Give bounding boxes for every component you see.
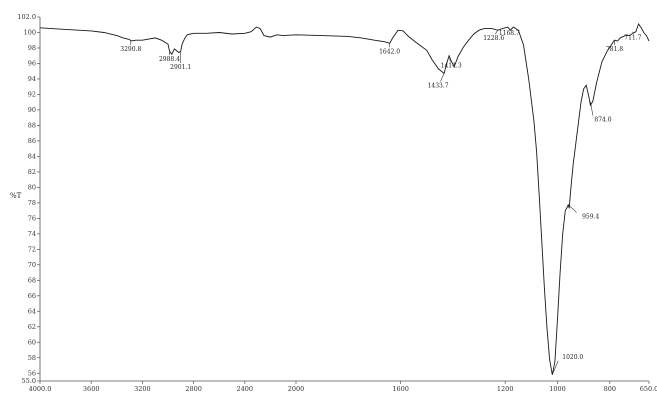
y-tick-label: 60 xyxy=(28,338,36,346)
peak-label: 2901.1 xyxy=(170,64,191,71)
y-tick-label: 68 xyxy=(28,277,36,285)
y-tick-label: 76 xyxy=(28,215,36,223)
peak-leader-line xyxy=(590,101,594,116)
peak-label: 1228.6 xyxy=(483,35,504,42)
peak-leader-line xyxy=(567,204,577,213)
y-tick-label: 102.0 xyxy=(17,13,36,21)
y-tick-label: 55.0 xyxy=(22,377,36,385)
x-tick-group: 4000.0 3600 3200 2800 2400 2000 1600 1200 1000 80… xyxy=(29,381,657,393)
y-tick-label: 98 xyxy=(28,44,36,52)
peak-leader-line xyxy=(510,26,514,30)
peak-label: 2988.4 xyxy=(159,56,180,63)
x-tick-label: 800 xyxy=(604,385,616,393)
peak-label: 3290.8 xyxy=(120,46,141,53)
y-tick-label: 92 xyxy=(28,91,36,99)
y-tick-label: 96 xyxy=(28,60,36,68)
y-tick-label: 66 xyxy=(28,292,36,300)
y-tick-label: 74 xyxy=(28,230,36,238)
y-tick-group: 102.0 100 98 96 94 92 90 88 86 84 82 80 78 76 74 72 70 68… xyxy=(17,13,40,385)
x-tick-label: 2800 xyxy=(185,385,202,393)
x-axis: 4000.0 3600 3200 2800 2400 2000 1600 1200 1000 80… xyxy=(29,380,657,393)
x-tick-label: 1000 xyxy=(549,385,566,393)
y-tick-label: 90 xyxy=(28,106,36,114)
y-tick-label: 56 xyxy=(28,369,36,377)
y-tick-label: 62 xyxy=(28,323,36,331)
peak-leader-line xyxy=(551,360,559,375)
x-tick-label: 650.0 xyxy=(640,385,657,393)
peak-label: 874.0 xyxy=(594,116,611,123)
x-tick-label: 3200 xyxy=(134,385,151,393)
y-tick-label: 86 xyxy=(28,137,36,145)
x-tick-label: 3600 xyxy=(83,385,100,393)
y-tick-label: 82 xyxy=(28,168,36,176)
peak-label: 959.4 xyxy=(582,213,599,220)
y-tick-label: 58 xyxy=(28,354,36,362)
peak-leader-line xyxy=(495,30,498,35)
peak-leader-line xyxy=(448,55,451,62)
y-tick-label: 72 xyxy=(28,246,36,254)
peak-label: 711.7 xyxy=(624,35,641,42)
peak-label: 1414.3 xyxy=(441,63,462,70)
peak-label: 1433.7 xyxy=(428,83,449,90)
y-tick-label: 84 xyxy=(28,153,36,161)
x-tick-label: 1600 xyxy=(392,385,409,393)
y-axis-label: %T xyxy=(10,192,22,200)
y-tick-label: 94 xyxy=(28,75,36,83)
y-tick-label: 88 xyxy=(28,122,36,130)
y-axis: 102.0 100 98 96 94 92 90 88 86 84 82 80 78 76 74 72 70 68… xyxy=(10,13,41,385)
x-tick-label: 4000.0 xyxy=(29,385,52,393)
y-tick-label: 70 xyxy=(28,261,36,269)
x-tick-label: 2000 xyxy=(288,385,305,393)
peak-label: 781.8 xyxy=(606,46,623,53)
peak-label: 1020.0 xyxy=(562,354,583,361)
y-tick-label: 64 xyxy=(28,307,36,315)
peak-leader-line xyxy=(440,73,445,82)
spectrum-line xyxy=(39,23,650,375)
peak-label: 1168.7 xyxy=(499,30,520,37)
x-tick-label: 2400 xyxy=(237,385,254,393)
peak-label: 1642.0 xyxy=(379,48,400,55)
y-tick-label: 80 xyxy=(28,184,36,192)
x-tick-label: 1200 xyxy=(497,385,514,393)
y-tick-label: 100 xyxy=(24,29,36,37)
y-tick-label: 78 xyxy=(28,199,36,207)
